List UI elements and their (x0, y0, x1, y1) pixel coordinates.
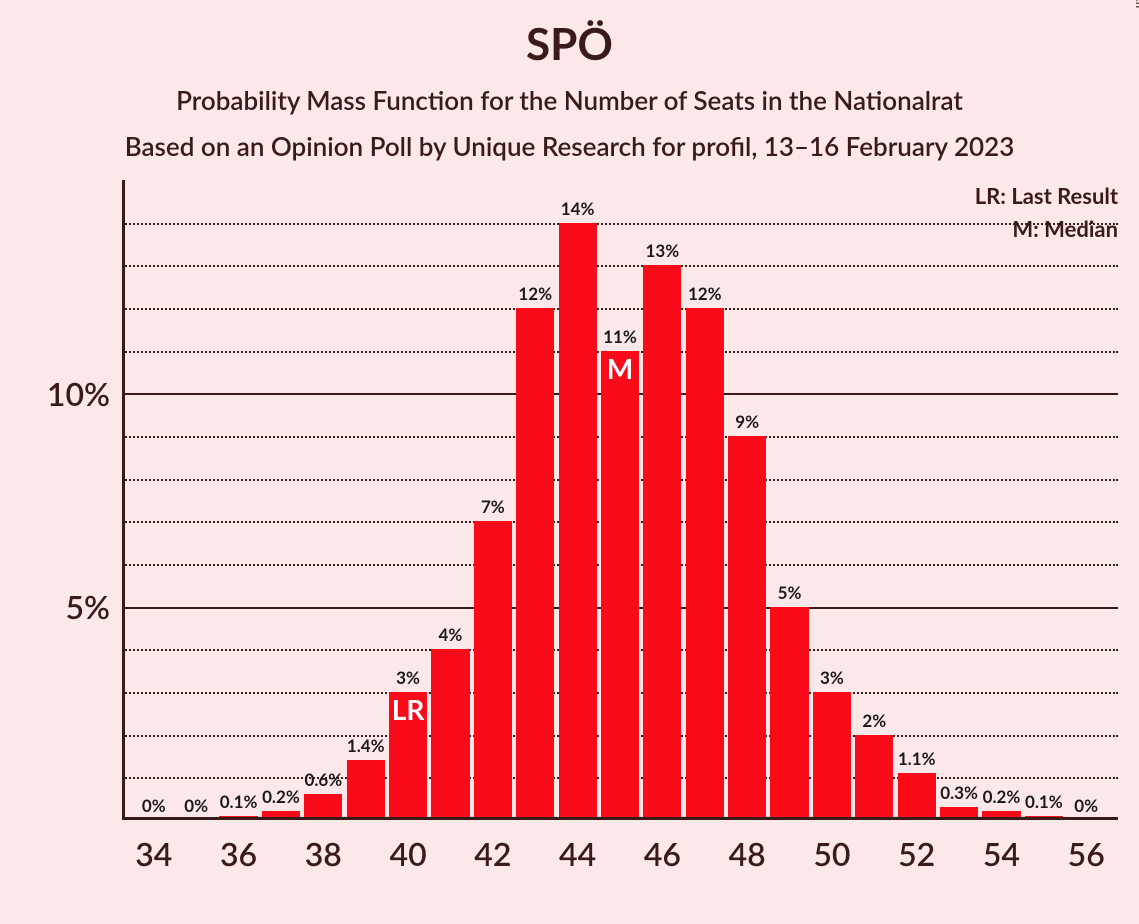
gridline-minor (122, 308, 1118, 310)
bar-value-label: 5% (760, 582, 820, 603)
x-axis-label: 56 (1056, 834, 1116, 873)
bar (431, 649, 469, 820)
x-axis-label: 44 (548, 834, 608, 873)
gridline-minor (122, 223, 1118, 225)
legend: LR: Last Result M: Median (975, 182, 1118, 242)
x-axis-label: 34 (124, 834, 184, 873)
bar-value-label: 12% (675, 283, 735, 304)
y-axis-line (122, 180, 125, 820)
bar: LR (389, 692, 427, 820)
x-axis-label: 36 (209, 834, 269, 873)
y-axis-label: 5% (65, 587, 110, 626)
bar-value-label: 7% (463, 496, 523, 517)
chart-title: SPÖ (0, 18, 1139, 70)
bar-value-label: 12% (505, 283, 565, 304)
plot-area: 0%0%0.1%0.2%0.6%1.4%LR3%4%7%12%14%M11%13… (122, 180, 1118, 820)
bar-value-label: 2% (844, 710, 904, 731)
chart-subtitle-2: Based on an Opinion Poll by Unique Resea… (0, 130, 1139, 162)
bar (474, 521, 512, 820)
bar-value-label: 3% (378, 667, 438, 688)
bar (516, 308, 554, 820)
bar: M (601, 351, 639, 820)
bar (559, 223, 597, 820)
x-axis-label: 48 (717, 834, 777, 873)
bar (770, 607, 808, 820)
chart-subtitle-1: Probability Mass Function for the Number… (0, 84, 1139, 116)
x-axis-line (122, 817, 1118, 820)
median-marker: M (601, 351, 639, 385)
bar (643, 265, 681, 820)
x-axis-label: 50 (802, 834, 862, 873)
legend-lr: LR: Last Result (975, 182, 1118, 209)
bar (728, 436, 766, 820)
bar-value-label: 0.6% (293, 769, 353, 790)
bar-value-label: 1.4% (336, 735, 396, 756)
x-axis-label: 54 (971, 834, 1031, 873)
x-axis-label: 42 (463, 834, 523, 873)
bar-value-label: 11% (590, 326, 650, 347)
x-axis-label: 52 (887, 834, 947, 873)
bar (347, 760, 385, 820)
bar-value-label: 13% (632, 240, 692, 261)
bar-value-label: 0% (1056, 795, 1116, 816)
pmf-chart: SPÖ Probability Mass Function for the Nu… (0, 0, 1139, 924)
x-axis-label: 40 (378, 834, 438, 873)
x-axis-label: 38 (293, 834, 353, 873)
legend-m: M: Median (975, 215, 1118, 242)
bar-value-label: 1.1% (887, 748, 947, 769)
bar (686, 308, 724, 820)
gridline-minor (122, 265, 1118, 267)
bar-value-label: 14% (548, 198, 608, 219)
x-axis-label: 46 (632, 834, 692, 873)
bar-value-label: 3% (802, 667, 862, 688)
bar-value-label: 4% (420, 624, 480, 645)
bar-value-label: 9% (717, 411, 777, 432)
y-axis-label: 10% (47, 374, 110, 413)
copyright-text: © 2023 Filip van Laenen (1133, 0, 1139, 8)
last-result-marker: LR (389, 692, 427, 726)
